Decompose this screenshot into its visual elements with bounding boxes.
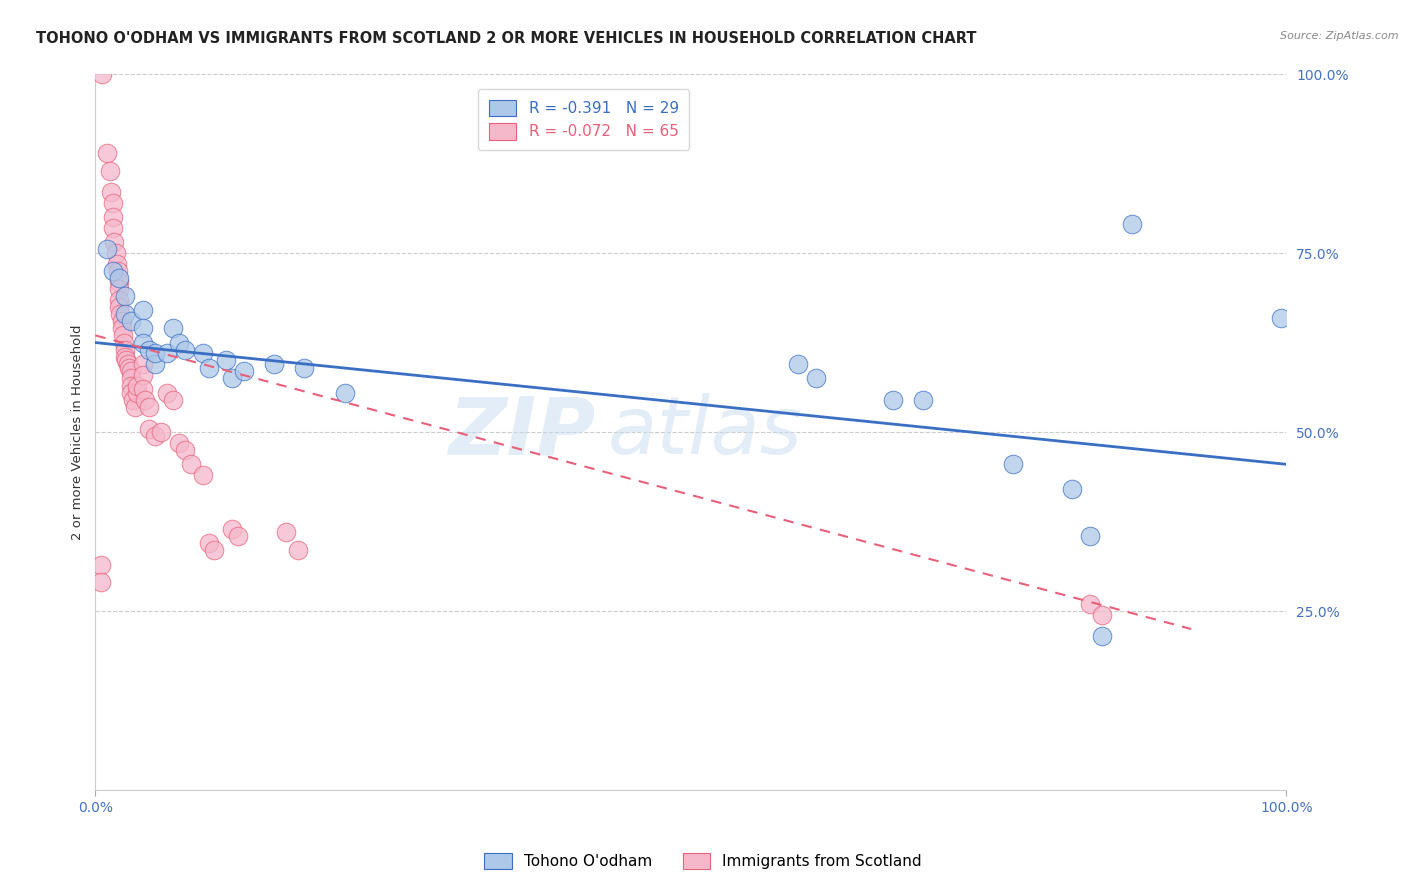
Point [1121, 218, 1143, 232]
Point [274, 525, 297, 540]
Point [114, 350, 136, 364]
Point [143, 346, 166, 360]
Point [263, 357, 285, 371]
Point [108, 300, 131, 314]
Point [90, 558, 112, 572]
Text: TOHONO O'ODHAM VS IMMIGRANTS FROM SCOTLAND 2 OR MORE VEHICLES IN HOUSEHOLD CORRE: TOHONO O'ODHAM VS IMMIGRANTS FROM SCOTLA… [37, 31, 976, 46]
Legend: Tohono O'odham, Immigrants from Scotland: Tohono O'odham, Immigrants from Scotland [478, 847, 928, 875]
Point [108, 271, 131, 285]
Point [1270, 310, 1292, 325]
Point [167, 335, 190, 350]
Point [191, 346, 214, 360]
Point [173, 343, 195, 357]
Point [96, 145, 118, 160]
Point [167, 435, 190, 450]
Y-axis label: 2 or more Vehicles in Household: 2 or more Vehicles in Household [72, 325, 84, 540]
Point [156, 385, 179, 400]
Point [120, 378, 142, 392]
Point [111, 328, 134, 343]
Point [105, 257, 128, 271]
Point [292, 360, 315, 375]
Point [162, 392, 184, 407]
Point [287, 543, 309, 558]
Point [91, 67, 114, 81]
Point [90, 575, 112, 590]
Point [124, 400, 146, 414]
Point [125, 378, 148, 392]
Point [173, 442, 195, 457]
Point [132, 303, 155, 318]
Point [197, 360, 219, 375]
Point [132, 357, 155, 371]
Point [804, 371, 827, 385]
Point [120, 364, 142, 378]
Point [108, 282, 131, 296]
Text: ZIP: ZIP [449, 393, 596, 471]
Point [138, 400, 160, 414]
Point [138, 421, 160, 435]
Point [103, 235, 125, 250]
Point [787, 357, 810, 371]
Point [110, 307, 132, 321]
Point [132, 382, 155, 396]
Point [110, 321, 132, 335]
Point [104, 246, 127, 260]
Text: atlas: atlas [607, 393, 803, 471]
Point [180, 458, 202, 472]
Point [215, 353, 238, 368]
Point [117, 357, 139, 371]
Point [120, 314, 142, 328]
Point [882, 392, 904, 407]
Point [114, 307, 136, 321]
Point [114, 343, 136, 357]
Point [197, 536, 219, 550]
Point [112, 335, 135, 350]
Point [132, 335, 155, 350]
Point [132, 368, 155, 382]
Point [120, 385, 142, 400]
Point [335, 385, 357, 400]
Point [114, 289, 136, 303]
Point [107, 264, 129, 278]
Point [226, 529, 249, 543]
Point [221, 522, 243, 536]
Point [204, 543, 226, 558]
Point [143, 428, 166, 442]
Point [103, 211, 125, 225]
Point [1078, 597, 1101, 611]
Point [1060, 483, 1083, 497]
Point [162, 321, 184, 335]
Point [149, 425, 172, 439]
Point [103, 195, 125, 210]
Point [118, 360, 141, 375]
Point [110, 314, 132, 328]
Point [233, 364, 256, 378]
Point [108, 275, 131, 289]
Point [156, 346, 179, 360]
Point [1091, 607, 1114, 622]
Point [221, 371, 243, 385]
Point [1001, 458, 1024, 472]
Point [134, 392, 156, 407]
Point [100, 185, 122, 199]
Point [103, 221, 125, 235]
Point [125, 385, 148, 400]
Point [143, 357, 166, 371]
Point [120, 371, 142, 385]
Point [912, 392, 935, 407]
Point [98, 163, 121, 178]
Text: Source: ZipAtlas.com: Source: ZipAtlas.com [1281, 31, 1399, 41]
Point [191, 468, 214, 483]
Point [108, 293, 131, 307]
Point [115, 353, 138, 368]
Point [1078, 529, 1101, 543]
Point [103, 264, 125, 278]
Point [122, 392, 145, 407]
Point [132, 321, 155, 335]
Legend: R = -0.391   N = 29, R = -0.072   N = 65: R = -0.391 N = 29, R = -0.072 N = 65 [478, 89, 689, 151]
Point [96, 243, 118, 257]
Point [138, 343, 160, 357]
Point [1091, 629, 1114, 643]
